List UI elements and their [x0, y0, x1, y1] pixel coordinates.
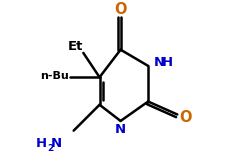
- Text: N: N: [115, 123, 126, 136]
- Text: Et: Et: [68, 40, 83, 53]
- Text: O: O: [114, 2, 127, 17]
- Text: N: N: [51, 137, 62, 150]
- Text: n-Bu: n-Bu: [40, 71, 69, 81]
- Text: 2: 2: [47, 144, 53, 153]
- Text: N: N: [154, 56, 165, 69]
- Text: H: H: [162, 56, 173, 69]
- Text: O: O: [179, 110, 192, 125]
- Text: H: H: [36, 137, 47, 150]
